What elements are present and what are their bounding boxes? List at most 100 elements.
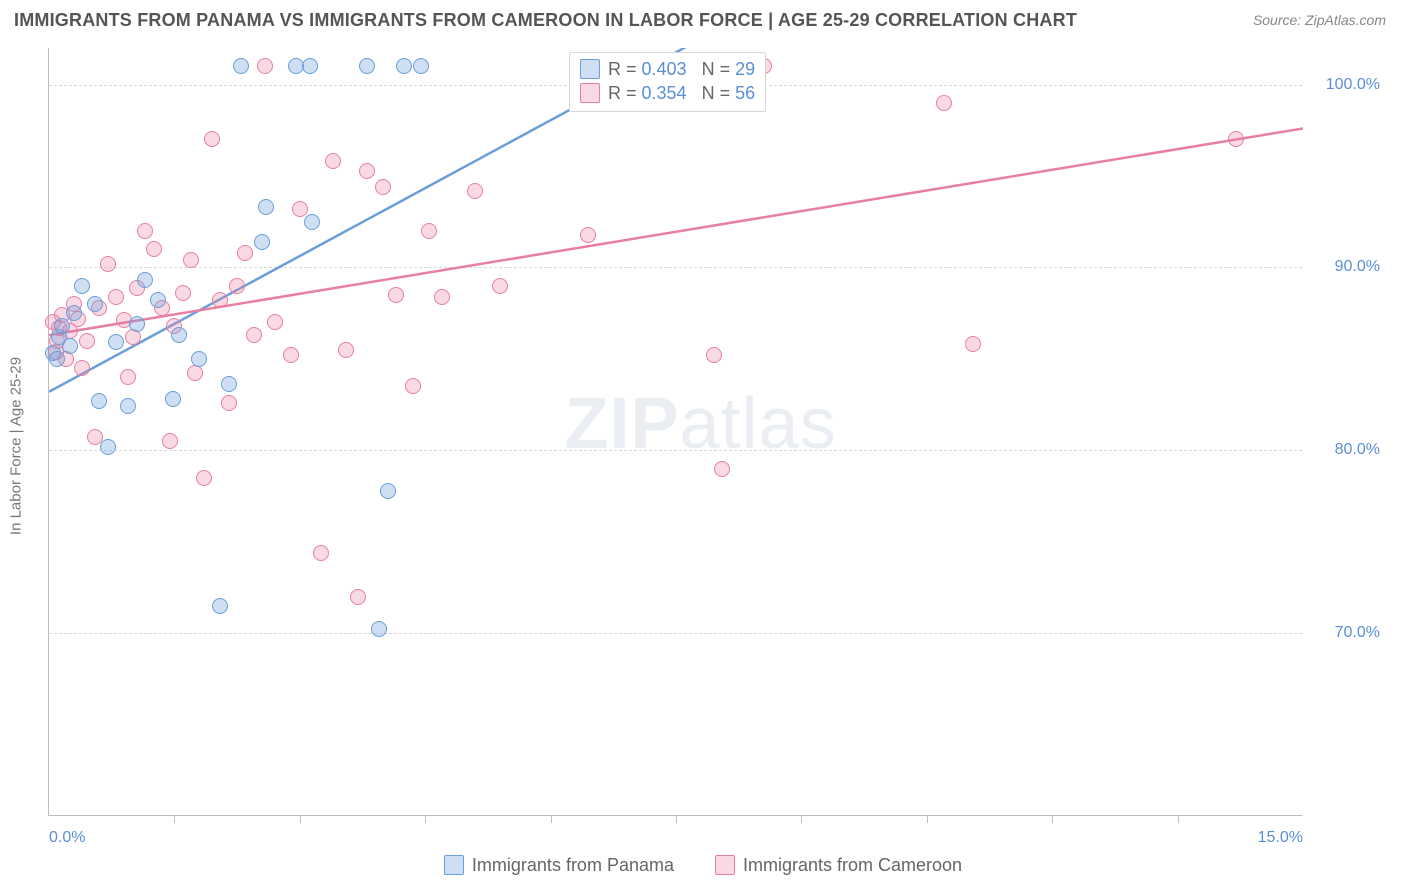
data-point xyxy=(79,333,95,349)
data-point xyxy=(229,278,245,294)
chart-container: IMMIGRANTS FROM PANAMA VS IMMIGRANTS FRO… xyxy=(0,0,1406,892)
data-point xyxy=(257,58,273,74)
y-tick-label: 70.0% xyxy=(1310,624,1380,642)
data-point xyxy=(714,461,730,477)
data-point xyxy=(304,214,320,230)
data-point xyxy=(388,287,404,303)
data-point xyxy=(221,376,237,392)
data-point xyxy=(120,398,136,414)
x-tick xyxy=(300,815,301,823)
data-point xyxy=(129,316,145,332)
data-point xyxy=(313,545,329,561)
data-point xyxy=(254,234,270,250)
trendlines xyxy=(49,48,1303,816)
data-point xyxy=(54,318,70,334)
legend-swatch-icon xyxy=(580,59,600,79)
data-point xyxy=(100,439,116,455)
data-point xyxy=(421,223,437,239)
data-point xyxy=(120,369,136,385)
data-point xyxy=(187,365,203,381)
data-point xyxy=(91,393,107,409)
data-point xyxy=(350,589,366,605)
correlation-text: R = 0.403 N = 29 xyxy=(608,57,755,81)
legend-bottom: Immigrants from Panama Immigrants from C… xyxy=(0,855,1406,881)
y-axis-label: In Labor Force | Age 25-29 xyxy=(8,357,25,535)
data-point xyxy=(467,183,483,199)
correlation-legend: R = 0.403 N = 29R = 0.354 N = 56 xyxy=(569,52,766,112)
source-label: Source: ZipAtlas.com xyxy=(1253,12,1386,28)
data-point xyxy=(137,272,153,288)
data-point xyxy=(359,58,375,74)
y-tick-label: 80.0% xyxy=(1310,441,1380,459)
data-point xyxy=(237,245,253,261)
data-point xyxy=(375,179,391,195)
data-point xyxy=(196,470,212,486)
legend-swatch-icon xyxy=(444,855,464,875)
legend-swatch-icon xyxy=(715,855,735,875)
legend-item-cameroon: Immigrants from Cameroon xyxy=(715,855,962,876)
data-point xyxy=(221,395,237,411)
correlation-row: R = 0.403 N = 29 xyxy=(580,57,755,81)
data-point xyxy=(183,252,199,268)
data-point xyxy=(49,351,65,367)
legend-label: Immigrants from Cameroon xyxy=(743,855,962,876)
data-point xyxy=(62,338,78,354)
legend-label: Immigrants from Panama xyxy=(472,855,674,876)
data-point xyxy=(100,256,116,272)
x-tick xyxy=(174,815,175,823)
data-point xyxy=(936,95,952,111)
x-tick xyxy=(801,815,802,823)
data-point xyxy=(580,227,596,243)
data-point xyxy=(338,342,354,358)
data-point xyxy=(74,278,90,294)
data-point xyxy=(396,58,412,74)
legend-swatch-icon xyxy=(580,83,600,103)
x-tick-label: 0.0% xyxy=(49,829,85,847)
data-point xyxy=(108,289,124,305)
data-point xyxy=(492,278,508,294)
data-point xyxy=(171,327,187,343)
data-point xyxy=(246,327,262,343)
data-point xyxy=(212,598,228,614)
data-point xyxy=(74,360,90,376)
data-point xyxy=(302,58,318,74)
data-point xyxy=(175,285,191,301)
data-point xyxy=(87,296,103,312)
chart-title: IMMIGRANTS FROM PANAMA VS IMMIGRANTS FRO… xyxy=(14,10,1077,31)
data-point xyxy=(162,433,178,449)
y-tick-label: 100.0% xyxy=(1310,76,1380,94)
x-tick xyxy=(1178,815,1179,823)
correlation-text: R = 0.354 N = 56 xyxy=(608,81,755,105)
data-point xyxy=(292,201,308,217)
data-point xyxy=(371,621,387,637)
data-point xyxy=(325,153,341,169)
data-point xyxy=(1228,131,1244,147)
data-point xyxy=(413,58,429,74)
plot-area: ZIPatlas 70.0%80.0%90.0%100.0%0.0%15.0%R… xyxy=(48,48,1302,816)
data-point xyxy=(965,336,981,352)
correlation-row: R = 0.354 N = 56 xyxy=(580,81,755,105)
x-tick-label: 15.0% xyxy=(1258,829,1303,847)
x-tick xyxy=(676,815,677,823)
data-point xyxy=(283,347,299,363)
data-point xyxy=(165,391,181,407)
data-point xyxy=(191,351,207,367)
x-tick xyxy=(425,815,426,823)
data-point xyxy=(150,292,166,308)
data-point xyxy=(380,483,396,499)
x-tick xyxy=(927,815,928,823)
data-point xyxy=(434,289,450,305)
data-point xyxy=(359,163,375,179)
data-point xyxy=(258,199,274,215)
data-point xyxy=(146,241,162,257)
data-point xyxy=(137,223,153,239)
data-point xyxy=(212,292,228,308)
data-point xyxy=(204,131,220,147)
data-point xyxy=(267,314,283,330)
data-point xyxy=(233,58,249,74)
x-tick xyxy=(551,815,552,823)
data-point xyxy=(66,305,82,321)
data-point xyxy=(706,347,722,363)
x-tick xyxy=(1052,815,1053,823)
data-point xyxy=(108,334,124,350)
